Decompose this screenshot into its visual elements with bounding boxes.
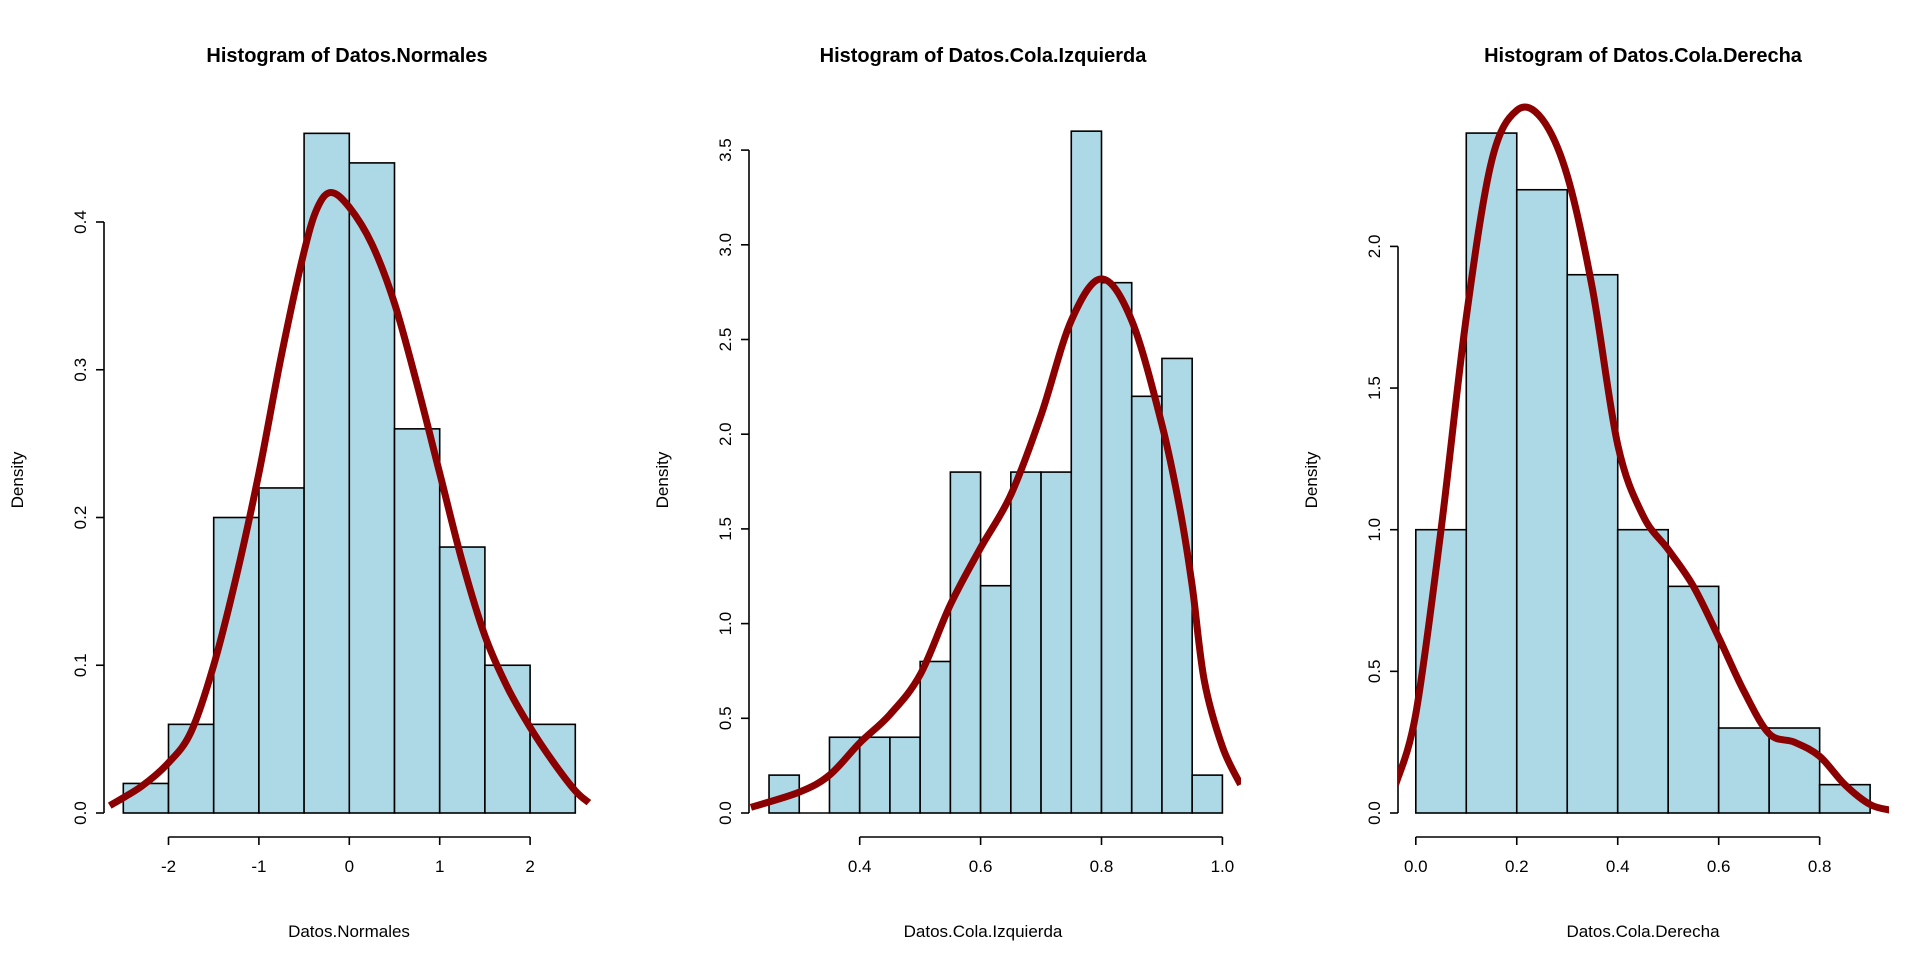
histogram-bar xyxy=(1717,727,1770,814)
x-tick-label: 0.6 xyxy=(969,857,993,876)
density-curve xyxy=(1398,103,1889,814)
histogram-bar xyxy=(919,660,952,814)
histogram-bar xyxy=(1515,188,1569,814)
histogram-bar xyxy=(1010,471,1042,814)
x-tick-label: 1 xyxy=(435,857,444,876)
histogram-bar xyxy=(1616,528,1669,814)
histogram-bar xyxy=(949,471,982,814)
chart-title: Histogram of Datos.Normales xyxy=(206,45,487,67)
x-tick-label: 0.8 xyxy=(1808,857,1832,876)
histogram-bar xyxy=(889,736,921,814)
y-tick-label: 2.5 xyxy=(716,328,735,352)
x-axis-label: Datos.Cola.Izquierda xyxy=(904,922,1063,941)
x-tick-label: 0.2 xyxy=(1505,857,1529,876)
histogram-bar xyxy=(303,132,351,814)
density-curve xyxy=(749,275,1241,811)
x-tick-label: -2 xyxy=(161,857,176,876)
panel-datos-normales: Histogram of Datos.Normales Datos.Normal… xyxy=(8,45,592,941)
x-axis-label: Datos.Normales xyxy=(288,922,410,941)
y-axis-label: Density xyxy=(653,451,672,508)
y-tick-label: 3.0 xyxy=(716,233,735,257)
y-tick-label: 0.2 xyxy=(71,506,90,530)
x-tick-label: 0.4 xyxy=(1606,857,1630,876)
histogram-bar xyxy=(858,736,891,814)
x-tick-label: 0.0 xyxy=(1404,857,1428,876)
y-tick-label: 0.4 xyxy=(71,210,90,234)
y-tick-label: 2.0 xyxy=(1365,235,1384,259)
panel-datos-cola-izquierda: Histogram of Datos.Cola.Izquierda Datos.… xyxy=(653,45,1241,941)
y-tick-label: 3.5 xyxy=(716,138,735,162)
y-tick-label: 1.5 xyxy=(716,517,735,541)
x-tick-label: 0.4 xyxy=(848,857,872,876)
histogram-bar xyxy=(1130,395,1163,814)
x-axis-label: Datos.Cola.Derecha xyxy=(1566,922,1720,941)
histogram-bar xyxy=(438,546,486,814)
chart-title: Histogram of Datos.Cola.Derecha xyxy=(1484,45,1803,67)
histogram-bar xyxy=(1040,471,1073,814)
y-tick-label: 0.5 xyxy=(716,706,735,730)
histogram-bar xyxy=(979,584,1012,814)
x-tick-label: -1 xyxy=(251,857,266,876)
x-tick-label: 0.8 xyxy=(1090,857,1114,876)
x-tick-label: 1.0 xyxy=(1211,857,1235,876)
histogram-bar xyxy=(1465,132,1518,814)
x-tick-label: 2 xyxy=(525,857,534,876)
y-tick-label: 0.0 xyxy=(1365,801,1384,825)
y-tick-label: 0.1 xyxy=(71,653,90,677)
x-tick-label: 0.6 xyxy=(1707,857,1731,876)
histogram-bar xyxy=(1566,273,1619,814)
y-tick-label: 1.0 xyxy=(716,612,735,636)
histogram-bar xyxy=(1070,130,1103,814)
histogram-bar xyxy=(1100,281,1133,814)
chart-title: Histogram of Datos.Cola.Izquierda xyxy=(820,45,1148,67)
histogram-bar xyxy=(1191,774,1224,814)
histogram-bar xyxy=(393,428,441,814)
density-curve xyxy=(107,188,592,809)
x-tick-label: 0 xyxy=(345,857,354,876)
y-tick-label: 0.0 xyxy=(71,801,90,825)
y-tick-label: 1.5 xyxy=(1365,376,1384,400)
histogram-bar xyxy=(258,487,305,814)
y-tick-label: 0.5 xyxy=(1365,660,1384,684)
y-tick-label: 1.0 xyxy=(1365,518,1384,542)
y-axis-label: Density xyxy=(1302,451,1321,508)
histogram-bar xyxy=(348,162,396,814)
y-tick-label: 0.3 xyxy=(71,358,90,382)
y-tick-label: 0.0 xyxy=(716,801,735,825)
y-axis-label: Density xyxy=(8,451,27,508)
histogram-bar xyxy=(1161,357,1193,814)
histogram-bar xyxy=(122,782,170,814)
y-tick-label: 2.0 xyxy=(716,422,735,446)
panel-datos-cola-derecha: Histogram of Datos.Cola.Derecha Datos.Co… xyxy=(1302,45,1889,941)
